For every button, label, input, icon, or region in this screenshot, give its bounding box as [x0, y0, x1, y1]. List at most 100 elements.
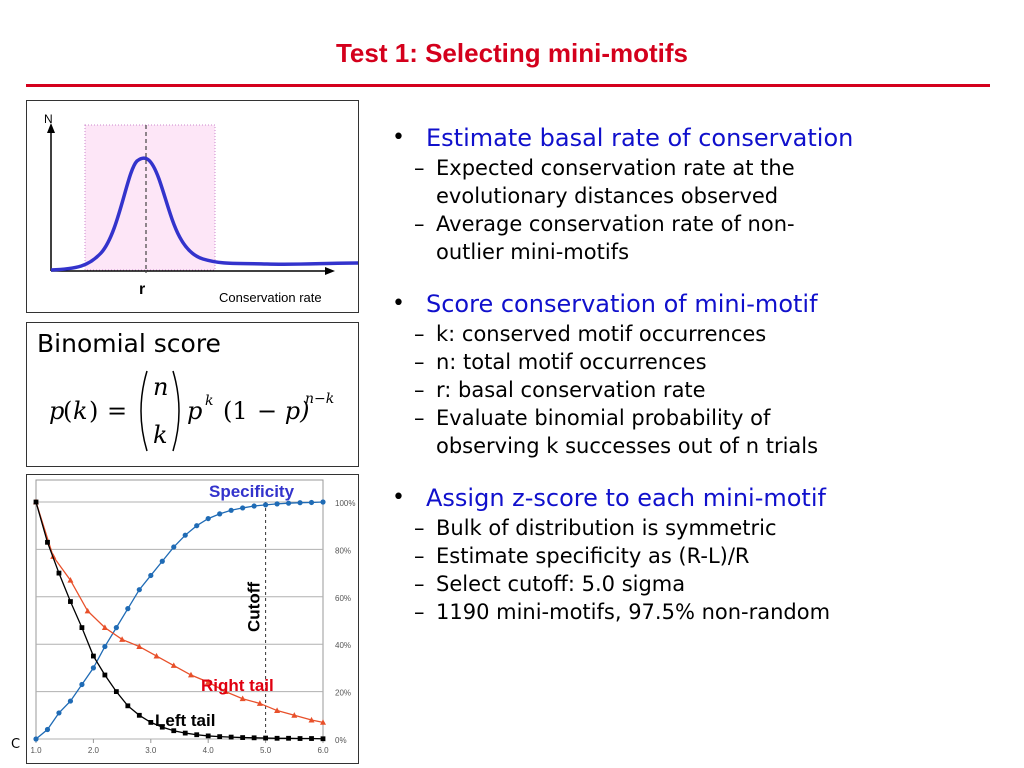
data-point	[136, 587, 142, 593]
binomial-panel: Binomial score p ( k ) = n k p k (1 − p)…	[26, 322, 359, 467]
data-point	[239, 695, 246, 702]
x-tick-label: 2.0	[88, 746, 100, 755]
data-point	[159, 724, 165, 730]
data-point	[297, 500, 303, 506]
bullet-sub-line: outlier mini-motifs	[436, 240, 630, 264]
data-point	[297, 736, 303, 741]
bullet-list: Estimate basal rate of conservation–Expe…	[392, 122, 1002, 648]
dash-icon: –	[414, 406, 425, 430]
data-point	[274, 735, 280, 741]
data-point	[79, 681, 85, 688]
bullet-sub: – Expected conservation rate at the evolut…	[392, 154, 1002, 210]
data-point	[90, 665, 96, 671]
data-point	[194, 732, 200, 738]
data-point	[308, 499, 315, 506]
bullet-sub: – Estimate specificity as (R-L)/R	[392, 542, 1002, 570]
data-point	[308, 716, 315, 723]
data-point	[320, 736, 326, 742]
x-tick-label: 6.0	[317, 746, 329, 755]
series-label: Right tail	[201, 676, 274, 695]
formula-exp-k: k	[205, 393, 213, 409]
bullet-sub: – Select cutoff: 5.0 sigma	[392, 570, 1002, 598]
data-point	[67, 577, 74, 583]
bullet-sub-line: Select cutoff: 5.0 sigma	[436, 572, 686, 596]
binomial-formula: p ( k ) = n k p k (1 − p) n−k	[49, 370, 334, 452]
data-point	[205, 515, 211, 522]
distribution-panel: N r Conservation rate	[26, 100, 359, 313]
bullet-sub: – Bulk of distribution is symmetric	[392, 514, 1002, 542]
data-point	[91, 653, 96, 659]
distribution-plot: N r Conservation rate	[44, 112, 359, 305]
bullet-sub-line: Evaluate binomial probability of	[436, 406, 771, 430]
data-point	[56, 710, 62, 716]
formula-one: (1	[223, 397, 248, 425]
formula-k: k	[73, 397, 88, 425]
data-point	[274, 707, 281, 713]
y-tick-label: 80%	[335, 546, 351, 555]
dash-icon: –	[414, 378, 425, 402]
data-point	[263, 735, 268, 741]
data-point	[182, 532, 188, 538]
dash-icon: –	[414, 544, 425, 568]
formula-p2: p	[187, 397, 202, 425]
dash-icon: –	[414, 350, 425, 374]
x-tick-label: 3.0	[145, 746, 157, 755]
formula-close-paren: )	[89, 397, 98, 425]
data-point	[194, 523, 200, 529]
data-point	[113, 689, 119, 694]
stray-letter: C	[11, 737, 21, 752]
data-point	[228, 734, 234, 740]
data-point	[159, 558, 165, 564]
data-point	[170, 662, 177, 668]
title-divider	[26, 84, 990, 87]
data-point	[217, 511, 223, 517]
y-tick-label: 100%	[335, 499, 355, 508]
data-point	[320, 719, 326, 725]
y-tick-label: 60%	[335, 594, 351, 603]
data-point	[320, 499, 326, 505]
data-point	[205, 733, 211, 739]
dash-icon: –	[414, 516, 425, 540]
bullet-sub-line: Estimate specificity as (R-L)/R	[436, 544, 750, 568]
bullet-sub-line: r: basal conservation rate	[436, 378, 706, 402]
data-point	[119, 636, 126, 642]
y-axis-label: N	[44, 112, 53, 126]
data-point	[44, 726, 51, 733]
data-point	[102, 643, 108, 650]
y-tick-label: 20%	[335, 689, 351, 698]
data-point	[256, 700, 263, 706]
dash-icon: –	[414, 572, 425, 596]
bullet-sub-line: observing k successes out of n trials	[436, 434, 819, 458]
data-point	[217, 734, 223, 740]
data-point	[222, 688, 229, 694]
distribution-curve	[50, 156, 359, 272]
series-line-square	[35, 501, 324, 740]
data-point	[33, 736, 39, 742]
series-label: Left tail	[155, 711, 215, 730]
cutoff-label: Cutoff	[245, 582, 264, 632]
data-point	[187, 671, 194, 678]
dash-icon: –	[414, 156, 425, 180]
x-tick-label: 5.0	[260, 746, 272, 755]
series-label: Specificity	[209, 482, 295, 501]
y-tick-label: 0%	[335, 736, 347, 745]
data-point	[274, 501, 280, 507]
formula-open-paren: (	[63, 397, 72, 425]
bullet-sub: – Average conservation rate of non-outlie…	[392, 210, 1002, 266]
data-point	[45, 539, 50, 545]
dash-icon: –	[414, 322, 425, 346]
data-point	[125, 703, 131, 709]
data-point	[153, 652, 160, 659]
bullet-sub-line: n: total motif occurrences	[436, 350, 707, 374]
bullet-sub-line: Bulk of distribution is symmetric	[436, 516, 777, 540]
binom-left-paren	[140, 370, 148, 452]
bullet-group: Score conservation of mini-motif–k: cons…	[392, 288, 1002, 460]
bullet-sub-line: 1190 mini-motifs, 97.5% non-random	[436, 600, 831, 624]
bullet-sub-line: Average conservation rate of non-	[436, 212, 795, 236]
data-point	[67, 698, 74, 704]
specificity-chart-panel: 0% 20% 40% 60% 80% 100% 1.0 2.0 3.0 4.0 5.0 6.0 Spec…	[26, 474, 359, 764]
data-point	[33, 499, 39, 505]
formula-equals: =	[107, 397, 127, 425]
data-point	[125, 606, 131, 612]
bullet-sub: –1190 mini-motifs, 97.5% non-random	[392, 598, 1002, 626]
